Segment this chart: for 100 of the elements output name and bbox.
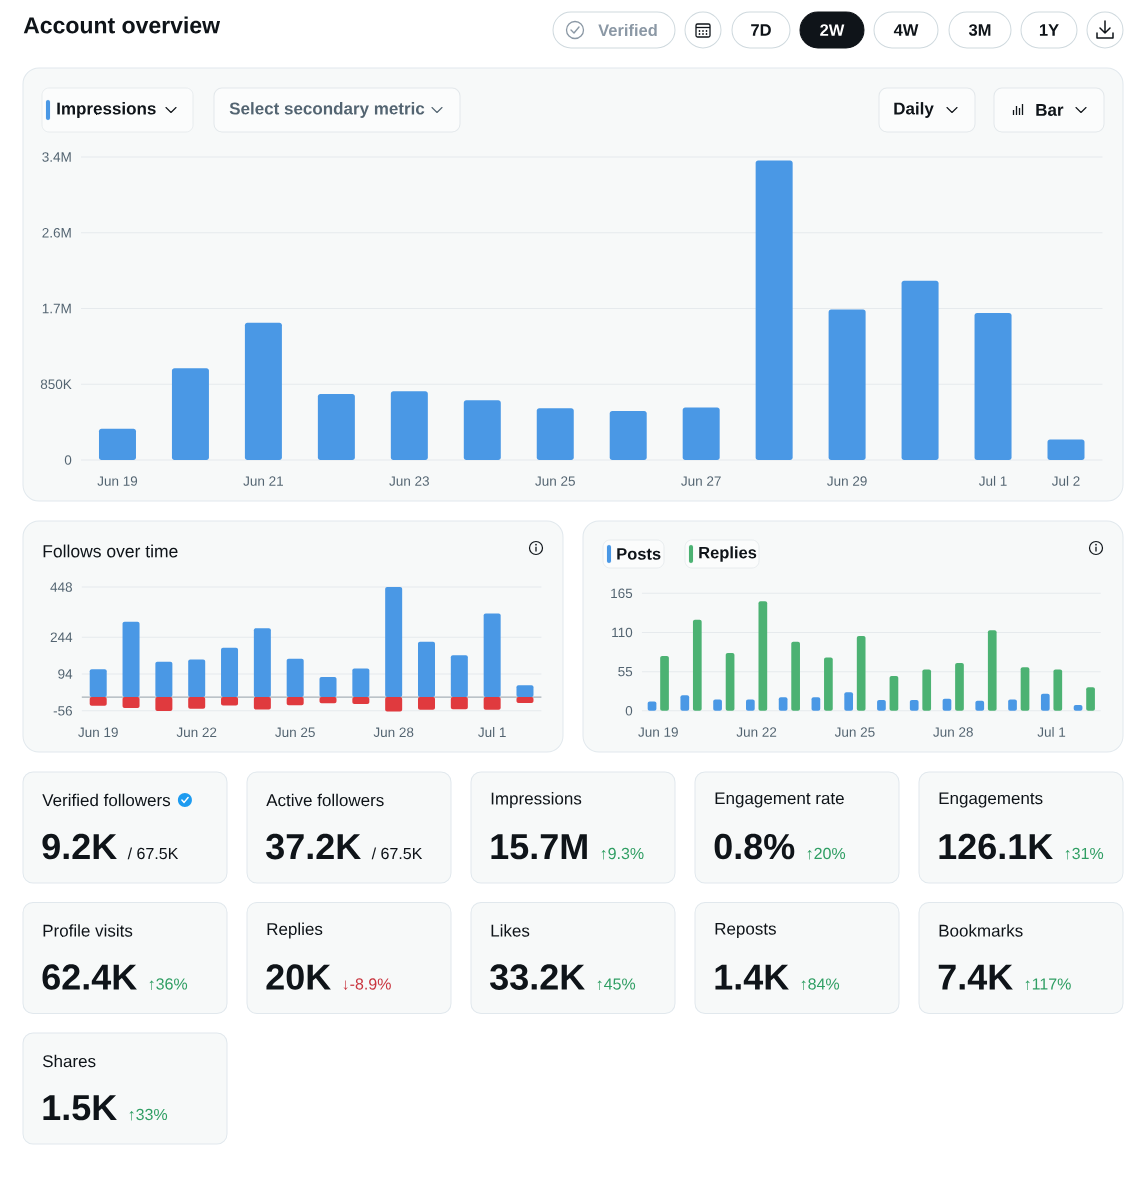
bar [221,647,239,698]
bar [1047,439,1085,460]
bar [352,668,370,698]
text: 9.2K [42,833,117,860]
text: 1Y [1039,24,1059,36]
bar [828,309,866,460]
x-tick-label: Jun 25 [275,727,315,738]
bar [680,695,690,711]
text: / 67.5K [127,847,179,860]
text: Verified [598,23,657,37]
bar [901,280,939,460]
bar [483,697,501,710]
bar [317,394,355,460]
text: Impressions [491,792,582,808]
text: 37.2K [266,833,361,860]
bar [244,322,282,460]
x-tick-label: Jun 22 [736,727,777,737]
text: 7.4K [938,964,1013,990]
text: Likes [491,924,530,937]
y-tick-label: 2.6M [42,227,71,238]
legend-label: Posts [617,548,661,560]
x-tick-label: Jun 19 [78,727,118,738]
bar [778,697,788,711]
text: ↑117% [1025,978,1071,990]
bar [221,697,239,706]
bar [609,410,647,460]
bar [155,661,173,698]
y-tick-label: 1.7M [42,303,71,314]
chart-title: Follows over time [43,544,178,558]
x-tick-label: Jul 1 [978,475,1007,486]
bar [692,619,702,711]
bar [536,408,574,460]
bar [286,697,304,706]
y-tick-label: 448 [50,582,72,592]
bar [987,630,997,711]
bar [89,669,107,698]
y-tick-label: 55 [618,666,633,677]
bar [253,628,271,698]
x-tick-label: Jun 28 [933,727,973,737]
y-tick-label: 3.4M [42,152,71,162]
text: Daily [894,102,934,118]
text: 7D [751,24,771,36]
bar [856,636,866,711]
text: Bookmarks [939,924,1023,937]
bar [122,621,140,698]
text: Account overview [23,16,221,34]
text: Select secondary metric [229,102,425,118]
bar [122,697,140,709]
bar [974,312,1012,460]
text: 62.4K [42,964,137,990]
bar [844,692,854,711]
text: Engagements [939,792,1043,808]
text: 1.5K [43,1095,117,1121]
bar [1053,669,1063,711]
x-tick-label: Jun 25 [535,476,575,486]
y-tick-label: 0 [64,455,72,465]
text: 126.1K [939,833,1053,860]
bar [418,697,435,710]
text: Profile visits [43,924,133,937]
bar [660,655,669,711]
bar [1020,667,1030,711]
bar [188,697,206,709]
legend-label: Impressions [57,102,156,118]
x-tick-label: Jun 27 [681,476,721,486]
text: 20K [266,964,331,990]
y-tick-label: 94 [58,669,73,679]
text: ↑84% [801,978,840,990]
bar [253,697,271,710]
text: Shares [42,1054,96,1068]
bar [89,697,107,706]
text: ↑31% [1065,847,1104,860]
x-tick-label: Jun 23 [389,476,429,486]
bar [155,697,173,712]
bar [450,655,468,698]
y-tick-label: 244 [50,632,73,642]
text: 3M [968,24,991,36]
bar [791,641,800,711]
text: Active followers [266,793,384,807]
x-tick-label: Jun 19 [97,476,138,486]
y-tick-label: 0 [625,706,633,716]
x-tick-label: Jun 25 [834,727,875,737]
text: ↑9.3% [601,847,644,860]
x-tick-label: Jul 2 [1051,475,1080,486]
y-tick-label: -56 [53,706,73,716]
text: 4W [893,24,919,36]
bar [725,653,735,711]
text: 1.4K [715,964,789,990]
bar [171,368,209,460]
bar [450,697,468,710]
text: ↑36% [149,978,188,990]
bar [385,587,403,698]
x-tick-label: Jul 1 [478,727,506,738]
bar [922,669,932,711]
text: ↓-8.9% [343,978,391,990]
bar [755,160,793,460]
text: ↑20% [807,847,846,860]
bar [824,657,833,711]
text: 0.8% [714,833,795,860]
bar [811,697,821,711]
x-tick-label: Jun 19 [638,727,678,737]
